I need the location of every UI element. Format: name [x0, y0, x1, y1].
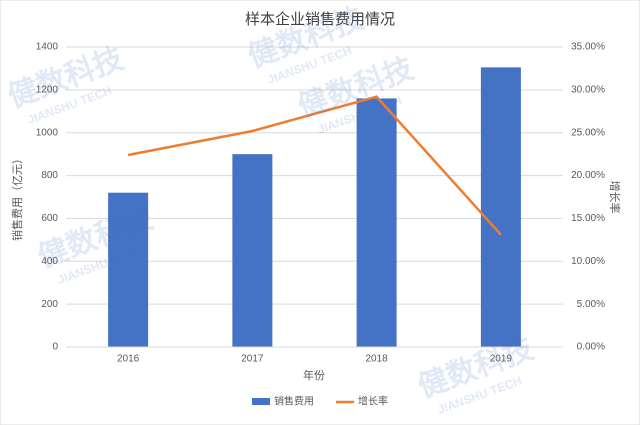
y2-axis-label: 增长率 [608, 181, 622, 214]
x-axis-label: 年份 [303, 368, 325, 382]
y2-tick-label: 30.00% [571, 84, 605, 95]
y-tick-label: 200 [41, 299, 58, 310]
y-tick-label: 800 [41, 170, 58, 181]
y2-tick-label: 35.00% [571, 42, 605, 53]
x-tick-label: 2019 [490, 354, 513, 365]
y-axis-label: 销售费用（亿元） [10, 153, 24, 241]
y-tick-label: 1200 [36, 84, 59, 95]
y2-tick-label: 5.00% [577, 299, 605, 310]
chart-title: 样本企业销售费用情况 [245, 10, 395, 28]
y-tick-label: 400 [41, 256, 58, 267]
legend-marker [252, 398, 270, 405]
y2-tick-label: 10.00% [571, 256, 605, 267]
bar [108, 192, 149, 347]
bar [232, 154, 273, 347]
x-tick-label: 2018 [366, 354, 389, 365]
y2-tick-label: 0.00% [577, 342, 605, 353]
y2-tick-label: 25.00% [571, 127, 605, 138]
bar [480, 67, 521, 347]
x-tick-label: 2017 [241, 354, 264, 365]
bar [356, 98, 397, 347]
y-tick-label: 1000 [36, 127, 59, 138]
y-tick-label: 1400 [36, 42, 59, 53]
legend-label: 增长率 [358, 395, 388, 408]
y2-tick-label: 15.00% [571, 213, 605, 224]
legend-label: 销售费用 [274, 395, 314, 408]
y2-tick-label: 20.00% [571, 170, 605, 181]
x-tick-label: 2016 [117, 354, 140, 365]
line [127, 95, 502, 236]
y-tick-label: 600 [41, 213, 58, 224]
y-tick-label: 0 [52, 342, 58, 353]
